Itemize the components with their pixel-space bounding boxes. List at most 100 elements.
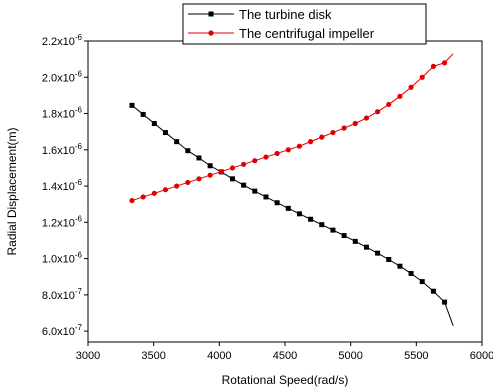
data-point-centrifugal-impeller	[185, 179, 191, 186]
data-point-turbine-disk	[207, 163, 213, 169]
y-tick-label: 2.2x10-6	[42, 33, 83, 48]
y-tick-label: 2.0x10-6	[42, 69, 83, 84]
data-point-centrifugal-impeller	[363, 115, 370, 121]
data-point-turbine-disk	[308, 216, 314, 222]
data-point-turbine-disk	[162, 130, 168, 136]
y-tick-exponent: -6	[75, 214, 83, 223]
y-tick-label: 8.0x10-7	[42, 287, 83, 302]
data-point-centrifugal-impeller	[341, 125, 347, 131]
y-tick-mantissa: 1.0x10	[42, 254, 75, 266]
data-point-centrifugal-impeller	[419, 74, 425, 80]
data-point-centrifugal-impeller	[140, 194, 146, 200]
y-tick-label: 1.8x10-6	[42, 106, 83, 121]
data-point-centrifugal-impeller	[129, 197, 135, 204]
data-point-turbine-disk	[419, 279, 425, 285]
y-tick-mantissa: 1.8x10	[42, 109, 75, 121]
x-axis-title: Rotational Speed(rad/s)	[222, 373, 349, 387]
data-point-turbine-disk	[408, 270, 414, 276]
data-point-centrifugal-impeller	[308, 139, 314, 145]
y-tick-exponent: -6	[75, 142, 83, 151]
data-point-centrifugal-impeller	[207, 172, 213, 178]
data-point-centrifugal-impeller	[241, 161, 247, 167]
data-point-turbine-disk	[263, 194, 269, 200]
x-tick-label: 5500	[404, 350, 428, 362]
data-point-turbine-disk	[363, 244, 369, 250]
series-line-1	[131, 53, 454, 202]
y-tick-exponent: -6	[75, 33, 83, 42]
legend-marker-centrifugal-impeller	[208, 30, 214, 36]
data-point-turbine-disk	[196, 155, 202, 161]
data-point-turbine-disk	[352, 238, 358, 244]
data-point-centrifugal-impeller	[319, 134, 325, 140]
y-tick-exponent: -6	[75, 178, 83, 187]
x-tick-label: 5000	[338, 350, 362, 362]
y-tick-exponent: -6	[75, 251, 83, 260]
legend-label-centrifugal-impeller: The centrifugal impeller	[239, 26, 375, 41]
y-tick-label: 1.4x10-6	[42, 178, 83, 193]
data-point-turbine-disk	[397, 263, 403, 269]
data-point-centrifugal-impeller	[274, 150, 280, 157]
data-point-turbine-disk	[174, 139, 180, 145]
data-point-turbine-disk	[140, 111, 146, 117]
data-point-centrifugal-impeller	[218, 168, 224, 175]
data-point-turbine-disk	[252, 188, 258, 194]
data-point-turbine-disk	[151, 121, 157, 127]
data-point-centrifugal-impeller	[352, 120, 358, 127]
data-point-turbine-disk	[442, 299, 448, 305]
data-point-turbine-disk	[129, 102, 135, 108]
plot-area-frame	[87, 40, 483, 343]
data-point-turbine-disk	[319, 222, 325, 228]
data-point-turbine-disk	[285, 205, 291, 211]
legend-label-turbine-disk: The turbine disk	[239, 7, 332, 22]
y-tick-mantissa: 2.0x10	[42, 72, 75, 84]
x-tick-label: 3000	[76, 350, 100, 362]
y-tick-exponent: -7	[75, 323, 83, 332]
y-tick-exponent: -7	[75, 287, 83, 296]
data-point-centrifugal-impeller	[408, 84, 414, 90]
legend-marker-turbine-disk	[208, 11, 214, 17]
data-point-centrifugal-impeller	[196, 176, 202, 182]
data-point-centrifugal-impeller	[330, 129, 336, 136]
data-point-turbine-disk	[341, 233, 347, 239]
legend-box	[182, 3, 427, 45]
y-tick-label: 1.0x10-6	[42, 251, 83, 266]
y-axis: 6.0x10-78.0x10-71.0x10-61.2x10-61.4x10-6…	[42, 33, 88, 338]
data-point-centrifugal-impeller	[151, 190, 157, 196]
x-tick-label: 6000	[470, 350, 493, 362]
data-point-turbine-disk	[375, 250, 381, 256]
legend: The turbine disk The centrifugal impelle…	[182, 3, 427, 45]
y-axis-title: Radial Displacement(m)	[5, 127, 19, 255]
data-point-centrifugal-impeller	[374, 109, 381, 115]
data-point-centrifugal-impeller	[229, 165, 236, 171]
y-tick-label: 6.0x10-7	[42, 323, 83, 338]
data-point-turbine-disk	[330, 227, 336, 233]
y-tick-mantissa: 6.0x10	[42, 326, 75, 338]
y-tick-mantissa: 1.6x10	[42, 145, 75, 157]
x-tick-label: 4500	[273, 350, 297, 362]
x-tick-label: 3500	[141, 350, 165, 362]
data-point-centrifugal-impeller	[174, 183, 180, 189]
x-axis: 3000 3500 4000 4500 5000 5500 6000	[76, 342, 493, 362]
y-tick-exponent: -6	[75, 69, 83, 78]
y-tick-label: 1.2x10-6	[42, 214, 83, 229]
data-point-centrifugal-impeller	[285, 147, 291, 153]
y-tick-exponent: -6	[75, 106, 83, 115]
data-point-centrifugal-impeller	[162, 187, 169, 193]
data-point-centrifugal-impeller	[296, 143, 303, 149]
data-point-centrifugal-impeller	[430, 63, 437, 69]
series-line-0	[131, 104, 454, 326]
data-point-centrifugal-impeller	[397, 93, 403, 99]
data-point-turbine-disk	[274, 200, 280, 206]
data-point-centrifugal-impeller	[263, 154, 269, 160]
data-point-centrifugal-impeller	[386, 101, 392, 108]
data-point-turbine-disk	[185, 148, 191, 154]
y-tick-mantissa: 8.0x10	[42, 290, 75, 302]
data-point-turbine-disk	[241, 182, 247, 188]
y-tick-mantissa: 1.4x10	[42, 181, 75, 193]
data-point-turbine-disk	[430, 288, 436, 294]
y-tick-mantissa: 2.2x10	[42, 36, 75, 48]
y-tick-label: 1.6x10-6	[42, 142, 83, 157]
data-point-turbine-disk	[296, 211, 302, 217]
data-point-centrifugal-impeller	[441, 60, 448, 66]
